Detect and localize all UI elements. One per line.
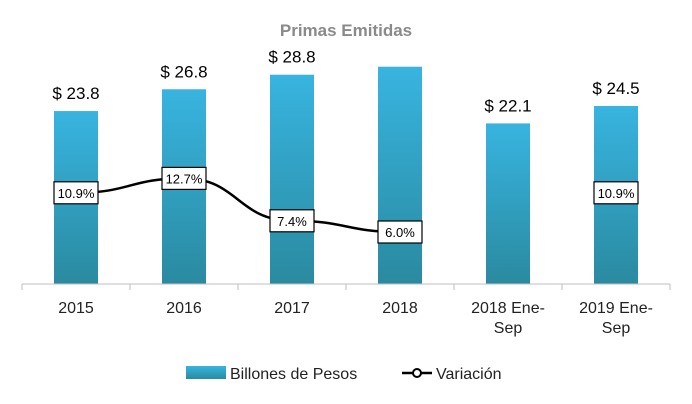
- variacion-label-3: 6.0%: [385, 225, 415, 240]
- bar-2: [270, 74, 314, 284]
- variacion-label-0: 10.9%: [58, 186, 95, 201]
- variacion-label-box-0: [53, 181, 99, 205]
- bar-3: [378, 66, 422, 284]
- legend-swatch-marker: [412, 368, 422, 378]
- bar-value-label-1: $ 26.8: [160, 62, 207, 81]
- variacion-label-box-5: [593, 181, 639, 205]
- bar-value-label-4: $ 22.1: [484, 96, 531, 115]
- x-tick-label-0: 2015: [58, 300, 94, 317]
- variacion-label-box-3: [377, 220, 423, 244]
- x-tick-label-4: 2018 Ene-Sep: [471, 300, 545, 337]
- variacion-label-5: 10.9%: [598, 186, 635, 201]
- x-tick-label-1: 2016: [166, 300, 202, 317]
- bar-value-label-5: $ 24.5: [592, 79, 639, 98]
- bars-layer: $ 23.8 $ 26.8 $ 28.8 $ 22.1 $ 24.5: [52, 48, 640, 285]
- variacion-line-layer: 10.9% 12.7% 7.4% 6.0% 10.9%: [53, 166, 639, 244]
- legend-swatch-bar: [186, 366, 226, 379]
- bar-value-label-0: $ 23.8: [52, 84, 99, 103]
- variacion-label-box-1: [161, 166, 207, 190]
- x-axis-ticks: 2015 2016 2017 2018 2018 Ene-Sep 2019 Ene-Sep: [21, 284, 671, 337]
- variacion-label-box-2: [269, 209, 315, 233]
- variacion-label-1: 12.7%: [166, 171, 203, 186]
- x-tick-label-5: 2019 Ene-Sep: [579, 300, 653, 337]
- bar-4: [486, 123, 530, 284]
- chart-title: Primas Emitidas: [280, 21, 412, 40]
- x-tick-label-3: 2018: [382, 300, 418, 317]
- bar-value-label-2: $ 28.8: [268, 48, 315, 67]
- variacion-label-2: 7.4%: [277, 214, 307, 229]
- legend-label-bar: Billones de Pesos: [230, 366, 357, 383]
- legend: Billones de Pesos Variación: [186, 366, 502, 383]
- x-tick-label-2: 2017: [274, 300, 310, 317]
- legend-label-line: Variación: [436, 366, 502, 383]
- variacion-line: [76, 178, 616, 232]
